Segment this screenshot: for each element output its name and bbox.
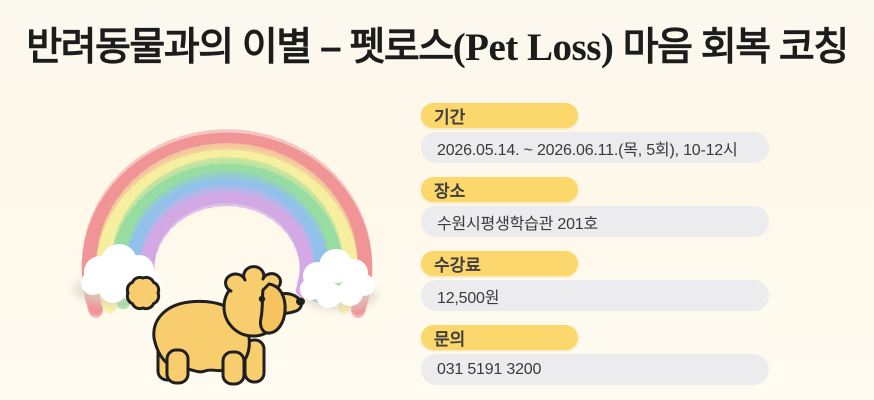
location-label-pill: 장소 <box>421 177 578 202</box>
contact-value-pill: 031 5191 3200 <box>421 354 769 385</box>
info-section-fee: 수강료 12,500원 <box>421 251 771 311</box>
dog-eye <box>258 295 266 303</box>
cloud-right <box>300 249 377 310</box>
contact-label-pill: 문의 <box>421 325 578 350</box>
info-section-period: 기간 2026.05.14. ~ 2026.06.11.(목, 5회), 10-… <box>421 103 771 163</box>
dog-tail <box>125 275 161 311</box>
fee-label-pill: 수강료 <box>421 251 578 276</box>
info-panel: 기간 2026.05.14. ~ 2026.06.11.(목, 5회), 10-… <box>421 103 771 399</box>
title-korean-left: 반려동물과의 이별 – 펫로스 <box>26 26 454 69</box>
period-label-pill: 기간 <box>421 103 578 128</box>
title-korean-right: 마음 회복 코칭 <box>613 26 849 69</box>
page-title: 반려동물과의 이별 – 펫로스(Pet Loss) 마음 회복 코칭 <box>0 24 874 73</box>
rainbow <box>89 136 365 310</box>
period-value-pill: 2026.05.14. ~ 2026.06.11.(목, 5회), 10-12시 <box>421 132 769 163</box>
dog-ear <box>259 282 287 335</box>
info-section-location: 장소 수원시평생학습관 201호 <box>421 177 771 237</box>
fee-value-pill: 12,500원 <box>421 280 769 311</box>
dog-nose <box>296 297 305 306</box>
dog <box>125 265 305 386</box>
info-section-contact: 문의 031 5191 3200 <box>421 325 771 385</box>
location-value-pill: 수원시평생학습관 201호 <box>421 206 769 237</box>
rainbow-dog-illustration <box>73 100 377 386</box>
title-latin: (Pet Loss) <box>452 26 614 69</box>
